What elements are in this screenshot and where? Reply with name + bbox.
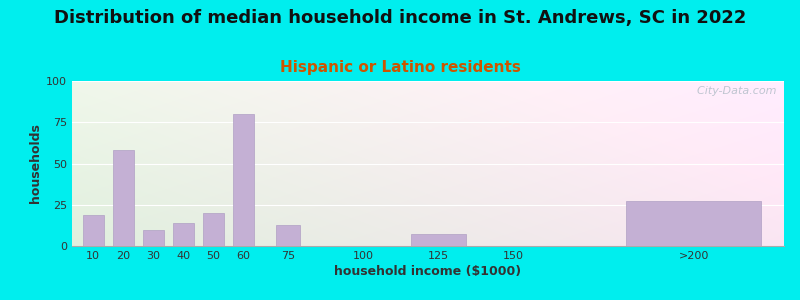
X-axis label: household income ($1000): household income ($1000) xyxy=(334,265,522,278)
Bar xyxy=(202,213,224,246)
Bar xyxy=(276,224,300,246)
Bar xyxy=(233,114,254,246)
Bar xyxy=(142,230,164,246)
Bar xyxy=(626,202,762,246)
Bar xyxy=(113,150,134,246)
Text: City-Data.com: City-Data.com xyxy=(690,86,777,96)
Bar xyxy=(411,235,466,246)
Text: Distribution of median household income in St. Andrews, SC in 2022: Distribution of median household income … xyxy=(54,9,746,27)
Bar xyxy=(173,223,194,246)
Text: Hispanic or Latino residents: Hispanic or Latino residents xyxy=(279,60,521,75)
Bar xyxy=(82,215,103,246)
Y-axis label: households: households xyxy=(29,124,42,203)
